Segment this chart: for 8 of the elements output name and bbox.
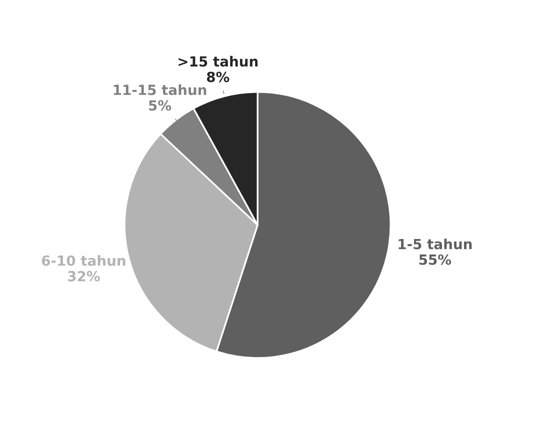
data-label: 5%: [149, 100, 172, 111]
slice-label: 1-5 tahun: [398, 238, 472, 250]
slice-label: 11-15 tahun: [114, 84, 206, 96]
data-label: 32%: [68, 270, 100, 282]
slice-label: 6-10 tahun: [42, 255, 126, 266]
data-label: 8%: [206, 72, 230, 82]
slice-label: >15 tahun: [178, 56, 258, 67]
data-label: 55%: [419, 254, 452, 265]
